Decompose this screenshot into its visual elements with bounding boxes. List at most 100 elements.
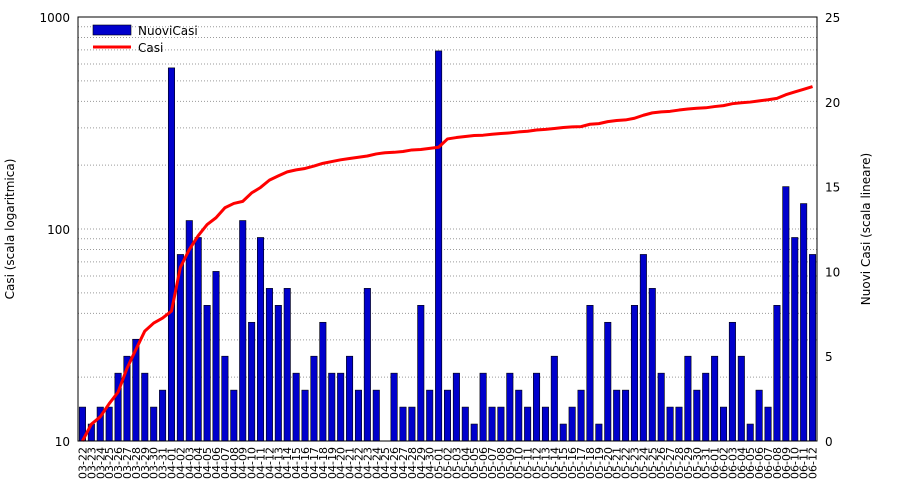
x-tick-label: 04-08 (228, 447, 241, 479)
bar (791, 237, 799, 442)
x-tick-label: 03-29 (139, 447, 152, 479)
bar (248, 321, 256, 442)
bar (782, 186, 790, 442)
bar (203, 305, 211, 442)
x-tick-label: 05-11 (522, 447, 535, 479)
bar (105, 406, 113, 442)
x-tick-label: 05-25 (646, 447, 659, 479)
y-axis-right-ticks: 0 5 10 15 20 25 (825, 11, 840, 449)
bar (639, 254, 647, 442)
bar (720, 406, 728, 442)
x-tick-label: 05-21 (611, 447, 624, 479)
x-tick-label: 03-22 (76, 447, 89, 479)
bar (568, 406, 576, 442)
x-tick-label: 05-10 (513, 447, 526, 479)
bar (800, 203, 808, 442)
legend-label-casi: Casi (138, 41, 163, 55)
x-tick-label: 05-08 (495, 447, 508, 479)
x-tick-label: 06-01 (709, 447, 722, 479)
x-tick-label: 05-12 (531, 447, 544, 479)
x-tick-label: 04-04 (192, 447, 205, 479)
x-tick-label: 04-20 (335, 447, 348, 479)
x-tick-label: 05-02 (442, 447, 455, 479)
bar (354, 389, 362, 442)
x-tick-label: 03-30 (148, 447, 161, 479)
y-right-tick-label: 5 (825, 350, 833, 364)
x-tick-label: 04-24 (370, 447, 383, 479)
bar (283, 288, 291, 442)
x-tick-label: 03-27 (121, 447, 134, 479)
bar (319, 321, 327, 442)
x-tick-label: 04-06 (210, 447, 223, 479)
x-tick-label: 05-17 (575, 447, 588, 479)
bar (221, 355, 229, 442)
x-tick-label: 04-09 (237, 447, 250, 479)
x-tick-label: 05-01 (433, 447, 446, 479)
bar (239, 220, 247, 442)
bar (417, 305, 425, 442)
line-casi (81, 85, 813, 442)
bar (675, 406, 683, 442)
x-tick-label: 04-22 (352, 447, 365, 479)
bar (755, 389, 763, 442)
bar (150, 406, 158, 442)
x-tick-label: 06-08 (771, 447, 784, 479)
bar (622, 389, 630, 442)
x-tick-label: 05-24 (637, 447, 650, 479)
x-axis-ticks: 03-2203-2303-2403-2503-2603-2703-2803-29… (76, 447, 819, 479)
x-tick-label: 04-03 (183, 447, 196, 479)
x-tick-label: 04-14 (281, 447, 294, 479)
x-tick-label: 06-03 (726, 447, 739, 479)
y-axis-right-title: Nuovi Casi (scala lineare) (859, 153, 873, 305)
bar (550, 355, 558, 442)
bar (167, 67, 175, 442)
bar (773, 305, 781, 442)
y-left-tick-label: 100 (47, 223, 70, 237)
bar (702, 372, 710, 442)
bar (372, 389, 380, 442)
x-tick-label: 05-27 (664, 447, 677, 479)
x-tick-label: 04-07 (219, 447, 232, 479)
bar (630, 305, 638, 442)
bar (711, 355, 719, 442)
x-tick-label: 04-12 (263, 447, 276, 479)
bar (257, 237, 265, 442)
bar (346, 355, 354, 442)
x-tick-label: 04-11 (255, 447, 268, 479)
x-tick-label: 04-01 (165, 447, 178, 479)
bar (274, 305, 282, 442)
x-tick-label: 04-05 (201, 447, 214, 479)
bar (648, 288, 656, 442)
bar (746, 423, 754, 442)
x-tick-label: 04-16 (299, 447, 312, 479)
x-tick-label: 05-18 (584, 447, 597, 479)
legend-swatch-nuovicasi (92, 24, 132, 36)
bar (443, 389, 452, 442)
x-tick-label: 05-09 (504, 447, 517, 479)
bar (461, 406, 469, 442)
bar (684, 355, 692, 442)
x-tick-label: 06-09 (780, 447, 793, 479)
bar (390, 372, 398, 442)
x-tick-label: 05-26 (655, 447, 668, 479)
legend-label-nuovicasi: NuoviCasi (138, 24, 198, 38)
x-tick-label: 05-15 (557, 447, 570, 479)
x-tick-label: 05-03 (450, 447, 463, 479)
bar (408, 406, 416, 442)
bar (613, 389, 621, 442)
bar (728, 321, 736, 442)
bar (595, 423, 603, 442)
bar (559, 423, 567, 442)
x-tick-label: 06-12 (807, 447, 820, 479)
x-tick-label: 04-27 (397, 447, 410, 479)
bar (470, 423, 478, 442)
x-tick-label: 05-28 (673, 447, 686, 479)
bar (301, 389, 309, 442)
x-tick-label: 04-25 (379, 447, 392, 479)
x-tick-label: 03-25 (103, 447, 116, 479)
x-tick-label: 05-07 (486, 447, 499, 479)
x-tick-label: 04-30 (424, 447, 437, 479)
bar (809, 254, 817, 442)
bar (426, 389, 434, 442)
y-right-tick-label: 10 (825, 265, 840, 279)
